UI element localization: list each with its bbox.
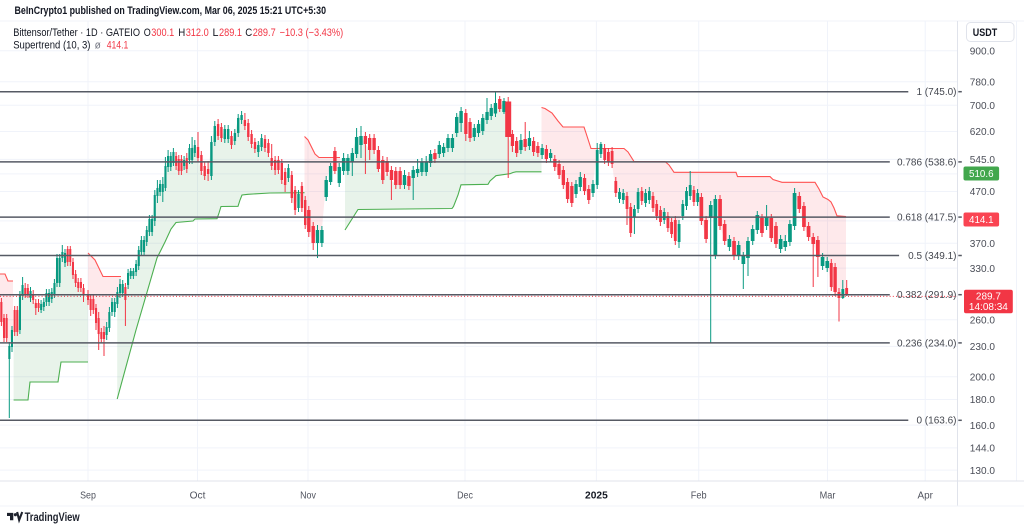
svg-text:180.0: 180.0 <box>970 394 995 406</box>
svg-text:ø: ø <box>95 40 101 52</box>
svg-text:Supertrend (10, 3): Supertrend (10, 3) <box>13 40 90 52</box>
svg-text:Dec: Dec <box>457 490 473 501</box>
svg-text:900.0: 900.0 <box>970 45 995 57</box>
svg-text:470.0: 470.0 <box>970 186 995 198</box>
svg-text:230.0: 230.0 <box>970 341 995 353</box>
svg-text:0.236 (234.0): 0.236 (234.0) <box>897 338 957 349</box>
svg-text:370.0: 370.0 <box>970 238 995 250</box>
svg-text:260.0: 260.0 <box>970 315 995 327</box>
svg-text:TradingView: TradingView <box>25 512 80 524</box>
svg-text:Bittensor/Tether · 1D · GATEIO: Bittensor/Tether · 1D · GATEIO <box>13 27 140 39</box>
svg-text:Nov: Nov <box>300 490 316 501</box>
svg-text:Mar: Mar <box>820 490 836 501</box>
svg-text:0.786 (538.6): 0.786 (538.6) <box>897 157 957 168</box>
svg-text:289.7: 289.7 <box>976 292 1001 303</box>
svg-text:2025: 2025 <box>585 489 608 501</box>
svg-text:545.0: 545.0 <box>970 154 995 166</box>
svg-text:H: H <box>178 27 185 39</box>
svg-text:289.1: 289.1 <box>219 27 242 39</box>
svg-text:160.0: 160.0 <box>970 420 995 432</box>
svg-text:312.0: 312.0 <box>186 27 209 39</box>
svg-text:0.5 (349.1): 0.5 (349.1) <box>908 251 956 262</box>
svg-text:BeInCrypto1 published on Tradi: BeInCrypto1 published on TradingView.com… <box>15 5 327 17</box>
svg-text:414.1: 414.1 <box>969 215 994 226</box>
svg-text:0.618 (417.5): 0.618 (417.5) <box>897 213 957 224</box>
svg-text:130.0: 130.0 <box>970 465 995 477</box>
svg-text:780.0: 780.0 <box>970 76 995 88</box>
svg-text:C: C <box>245 27 252 39</box>
svg-text:200.0: 200.0 <box>970 371 995 383</box>
svg-text:14:08:34: 14:08:34 <box>969 302 1008 313</box>
svg-text:L: L <box>213 27 219 39</box>
svg-text:Feb: Feb <box>691 490 707 501</box>
svg-text:414.1: 414.1 <box>107 40 129 52</box>
svg-text:300.1: 300.1 <box>151 27 174 39</box>
svg-text:330.0: 330.0 <box>970 263 995 275</box>
svg-text:Oct: Oct <box>190 490 206 501</box>
svg-text:Apr: Apr <box>918 490 934 501</box>
svg-text:0 (163.6): 0 (163.6) <box>916 416 956 427</box>
svg-text:USDT: USDT <box>973 27 998 39</box>
svg-text:620.0: 620.0 <box>970 126 995 138</box>
svg-text:O: O <box>144 27 151 39</box>
svg-text:289.7: 289.7 <box>253 27 276 39</box>
svg-text:1 (745.0): 1 (745.0) <box>916 87 956 98</box>
svg-text:144.0: 144.0 <box>970 443 995 455</box>
svg-text:0.382 (291.9): 0.382 (291.9) <box>897 290 957 301</box>
svg-text:700.0: 700.0 <box>970 100 995 112</box>
svg-text:Sep: Sep <box>80 490 96 501</box>
svg-text:510.6: 510.6 <box>969 169 994 180</box>
svg-text:−10.3 (−3.43%): −10.3 (−3.43%) <box>280 27 344 39</box>
